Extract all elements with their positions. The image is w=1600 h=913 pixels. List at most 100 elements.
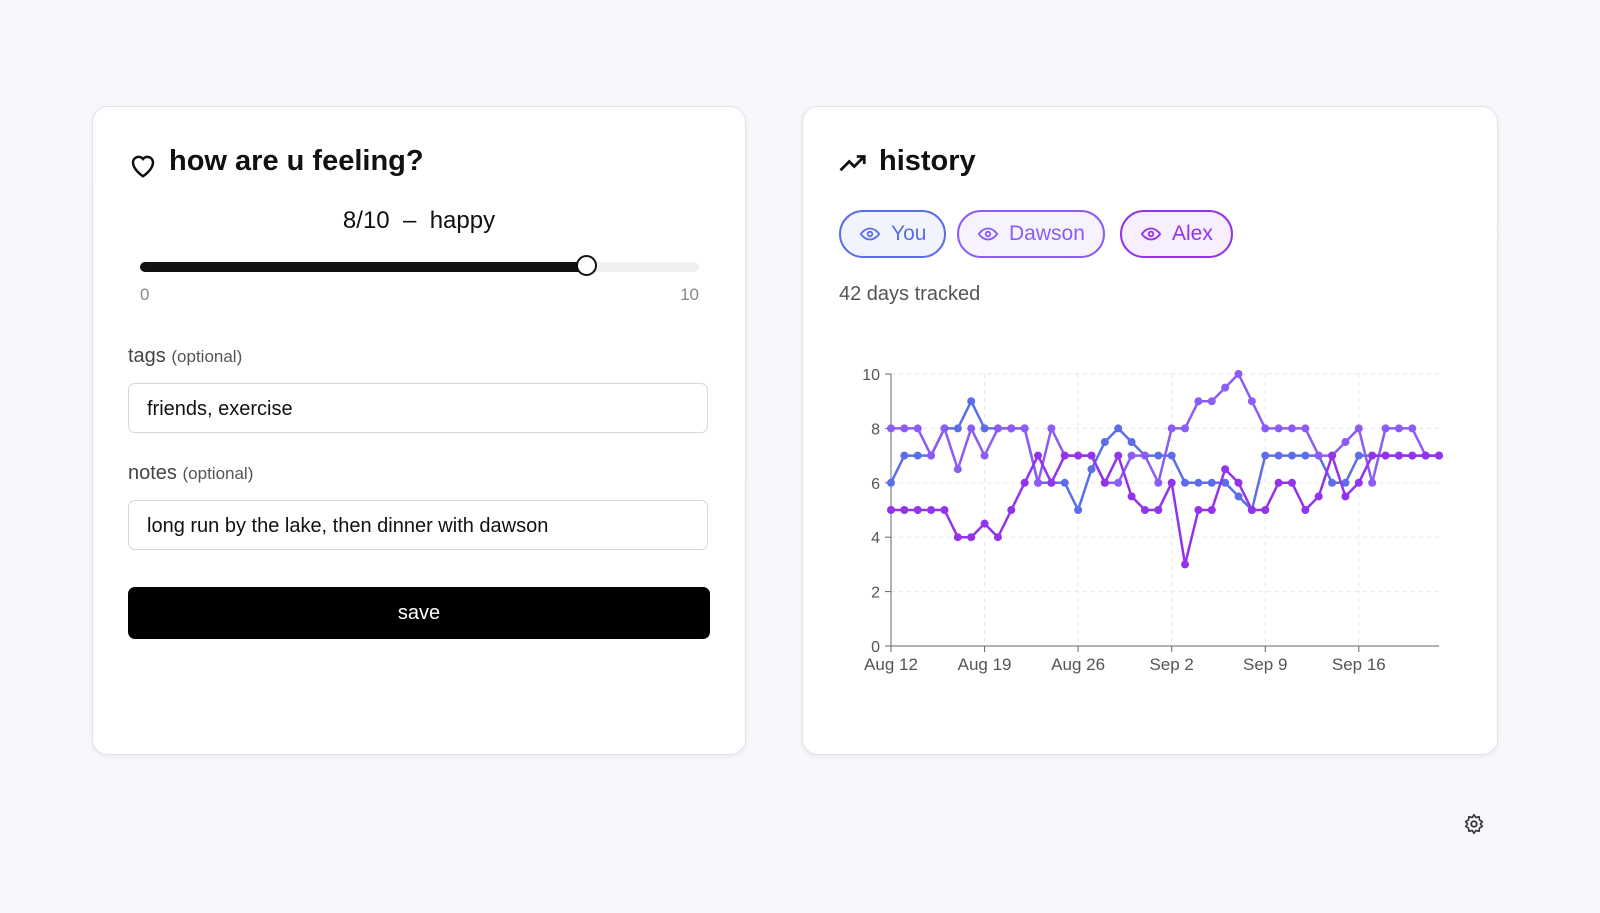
x-tick-label: Sep 2 bbox=[1149, 655, 1193, 674]
point bbox=[1247, 506, 1256, 514]
point bbox=[1247, 397, 1256, 406]
slider-max: 10 bbox=[680, 285, 699, 304]
point bbox=[953, 533, 962, 542]
point bbox=[1194, 506, 1203, 514]
mood: happy bbox=[429, 207, 496, 234]
point bbox=[900, 424, 909, 433]
point bbox=[1194, 397, 1203, 406]
point bbox=[927, 451, 936, 460]
point bbox=[940, 424, 949, 433]
point bbox=[1234, 478, 1243, 487]
x-tick-label: Aug 19 bbox=[958, 655, 1012, 674]
feeling-card: how are u feeling? 8/10 – happy 0 10 tag… bbox=[92, 106, 746, 755]
point bbox=[953, 465, 962, 474]
point bbox=[1114, 451, 1123, 460]
save-button[interactable]: save bbox=[128, 587, 710, 639]
hint: (optional) bbox=[171, 347, 243, 366]
point bbox=[1354, 424, 1363, 433]
point bbox=[940, 506, 949, 514]
point bbox=[1047, 424, 1056, 433]
point bbox=[1127, 451, 1136, 460]
score: 8/10 bbox=[342, 207, 390, 234]
card-title: history bbox=[879, 145, 976, 177]
point bbox=[1274, 478, 1283, 487]
point bbox=[887, 506, 895, 514]
point bbox=[1234, 370, 1243, 378]
point bbox=[1234, 492, 1243, 501]
point bbox=[1127, 438, 1136, 446]
point bbox=[993, 533, 1002, 542]
point bbox=[1287, 424, 1296, 433]
point bbox=[1221, 465, 1230, 474]
point bbox=[1127, 492, 1136, 501]
point bbox=[913, 424, 922, 433]
y-tick-label: 8 bbox=[871, 421, 880, 438]
point bbox=[953, 424, 962, 433]
tags-input[interactable]: friends, exercise bbox=[128, 383, 708, 433]
legend-label: You bbox=[891, 222, 927, 245]
point bbox=[1207, 397, 1216, 406]
trend-icon bbox=[839, 155, 866, 172]
x-tick-label: Aug 26 bbox=[1051, 655, 1105, 674]
point bbox=[1060, 478, 1069, 487]
label: notes bbox=[128, 462, 177, 484]
point bbox=[967, 397, 976, 406]
point bbox=[1114, 478, 1123, 487]
series-line bbox=[891, 454, 1439, 566]
point bbox=[1154, 451, 1163, 460]
y-tick-label: 4 bbox=[871, 530, 880, 547]
point bbox=[1341, 438, 1350, 446]
point bbox=[1314, 492, 1323, 501]
point bbox=[967, 424, 976, 433]
point bbox=[980, 451, 989, 460]
point bbox=[1287, 478, 1296, 487]
legend-toggle[interactable]: Alex bbox=[1120, 210, 1233, 258]
point bbox=[1007, 506, 1016, 514]
point bbox=[900, 451, 909, 460]
slider-fill bbox=[140, 262, 588, 272]
point bbox=[1381, 424, 1390, 433]
eye-icon bbox=[1140, 227, 1162, 241]
point bbox=[1034, 478, 1043, 487]
y-tick-label: 2 bbox=[871, 585, 880, 602]
point bbox=[1194, 478, 1203, 487]
eye-icon bbox=[977, 227, 999, 241]
point bbox=[1207, 506, 1216, 514]
slider-thumb[interactable] bbox=[576, 255, 598, 276]
card-title: how are u feeling? bbox=[169, 145, 424, 177]
score-line: 8/10 – happy bbox=[93, 207, 745, 235]
point bbox=[1435, 451, 1443, 460]
separator: – bbox=[402, 207, 417, 234]
point bbox=[1167, 451, 1176, 460]
label: tags bbox=[128, 345, 166, 367]
point bbox=[1274, 424, 1283, 433]
notes-label: notes (optional) bbox=[128, 462, 253, 485]
point bbox=[1100, 438, 1109, 446]
point bbox=[1394, 451, 1403, 460]
point bbox=[887, 424, 895, 433]
point bbox=[1287, 451, 1296, 460]
point bbox=[913, 451, 922, 460]
point bbox=[993, 424, 1002, 433]
notes-input[interactable]: long run by the lake, then dinner with d… bbox=[128, 500, 708, 550]
point bbox=[1060, 451, 1069, 460]
legend-toggle[interactable]: You bbox=[839, 210, 947, 258]
point bbox=[1328, 478, 1337, 487]
point bbox=[1381, 451, 1390, 460]
legend-toggle[interactable]: Dawson bbox=[957, 210, 1105, 258]
point bbox=[1154, 478, 1163, 487]
point bbox=[1207, 478, 1216, 487]
slider[interactable] bbox=[140, 255, 699, 276]
settings-icon[interactable] bbox=[1463, 813, 1485, 835]
legend-label: Alex bbox=[1172, 222, 1213, 245]
point bbox=[1154, 506, 1163, 514]
x-tick-label: Sep 9 bbox=[1243, 655, 1287, 674]
point bbox=[1087, 451, 1096, 460]
point bbox=[1354, 478, 1363, 487]
hint: (optional) bbox=[182, 464, 254, 483]
point bbox=[1261, 424, 1270, 433]
y-tick-label: 10 bbox=[862, 367, 880, 384]
point bbox=[1034, 451, 1043, 460]
tags-label: tags (optional) bbox=[128, 345, 242, 368]
